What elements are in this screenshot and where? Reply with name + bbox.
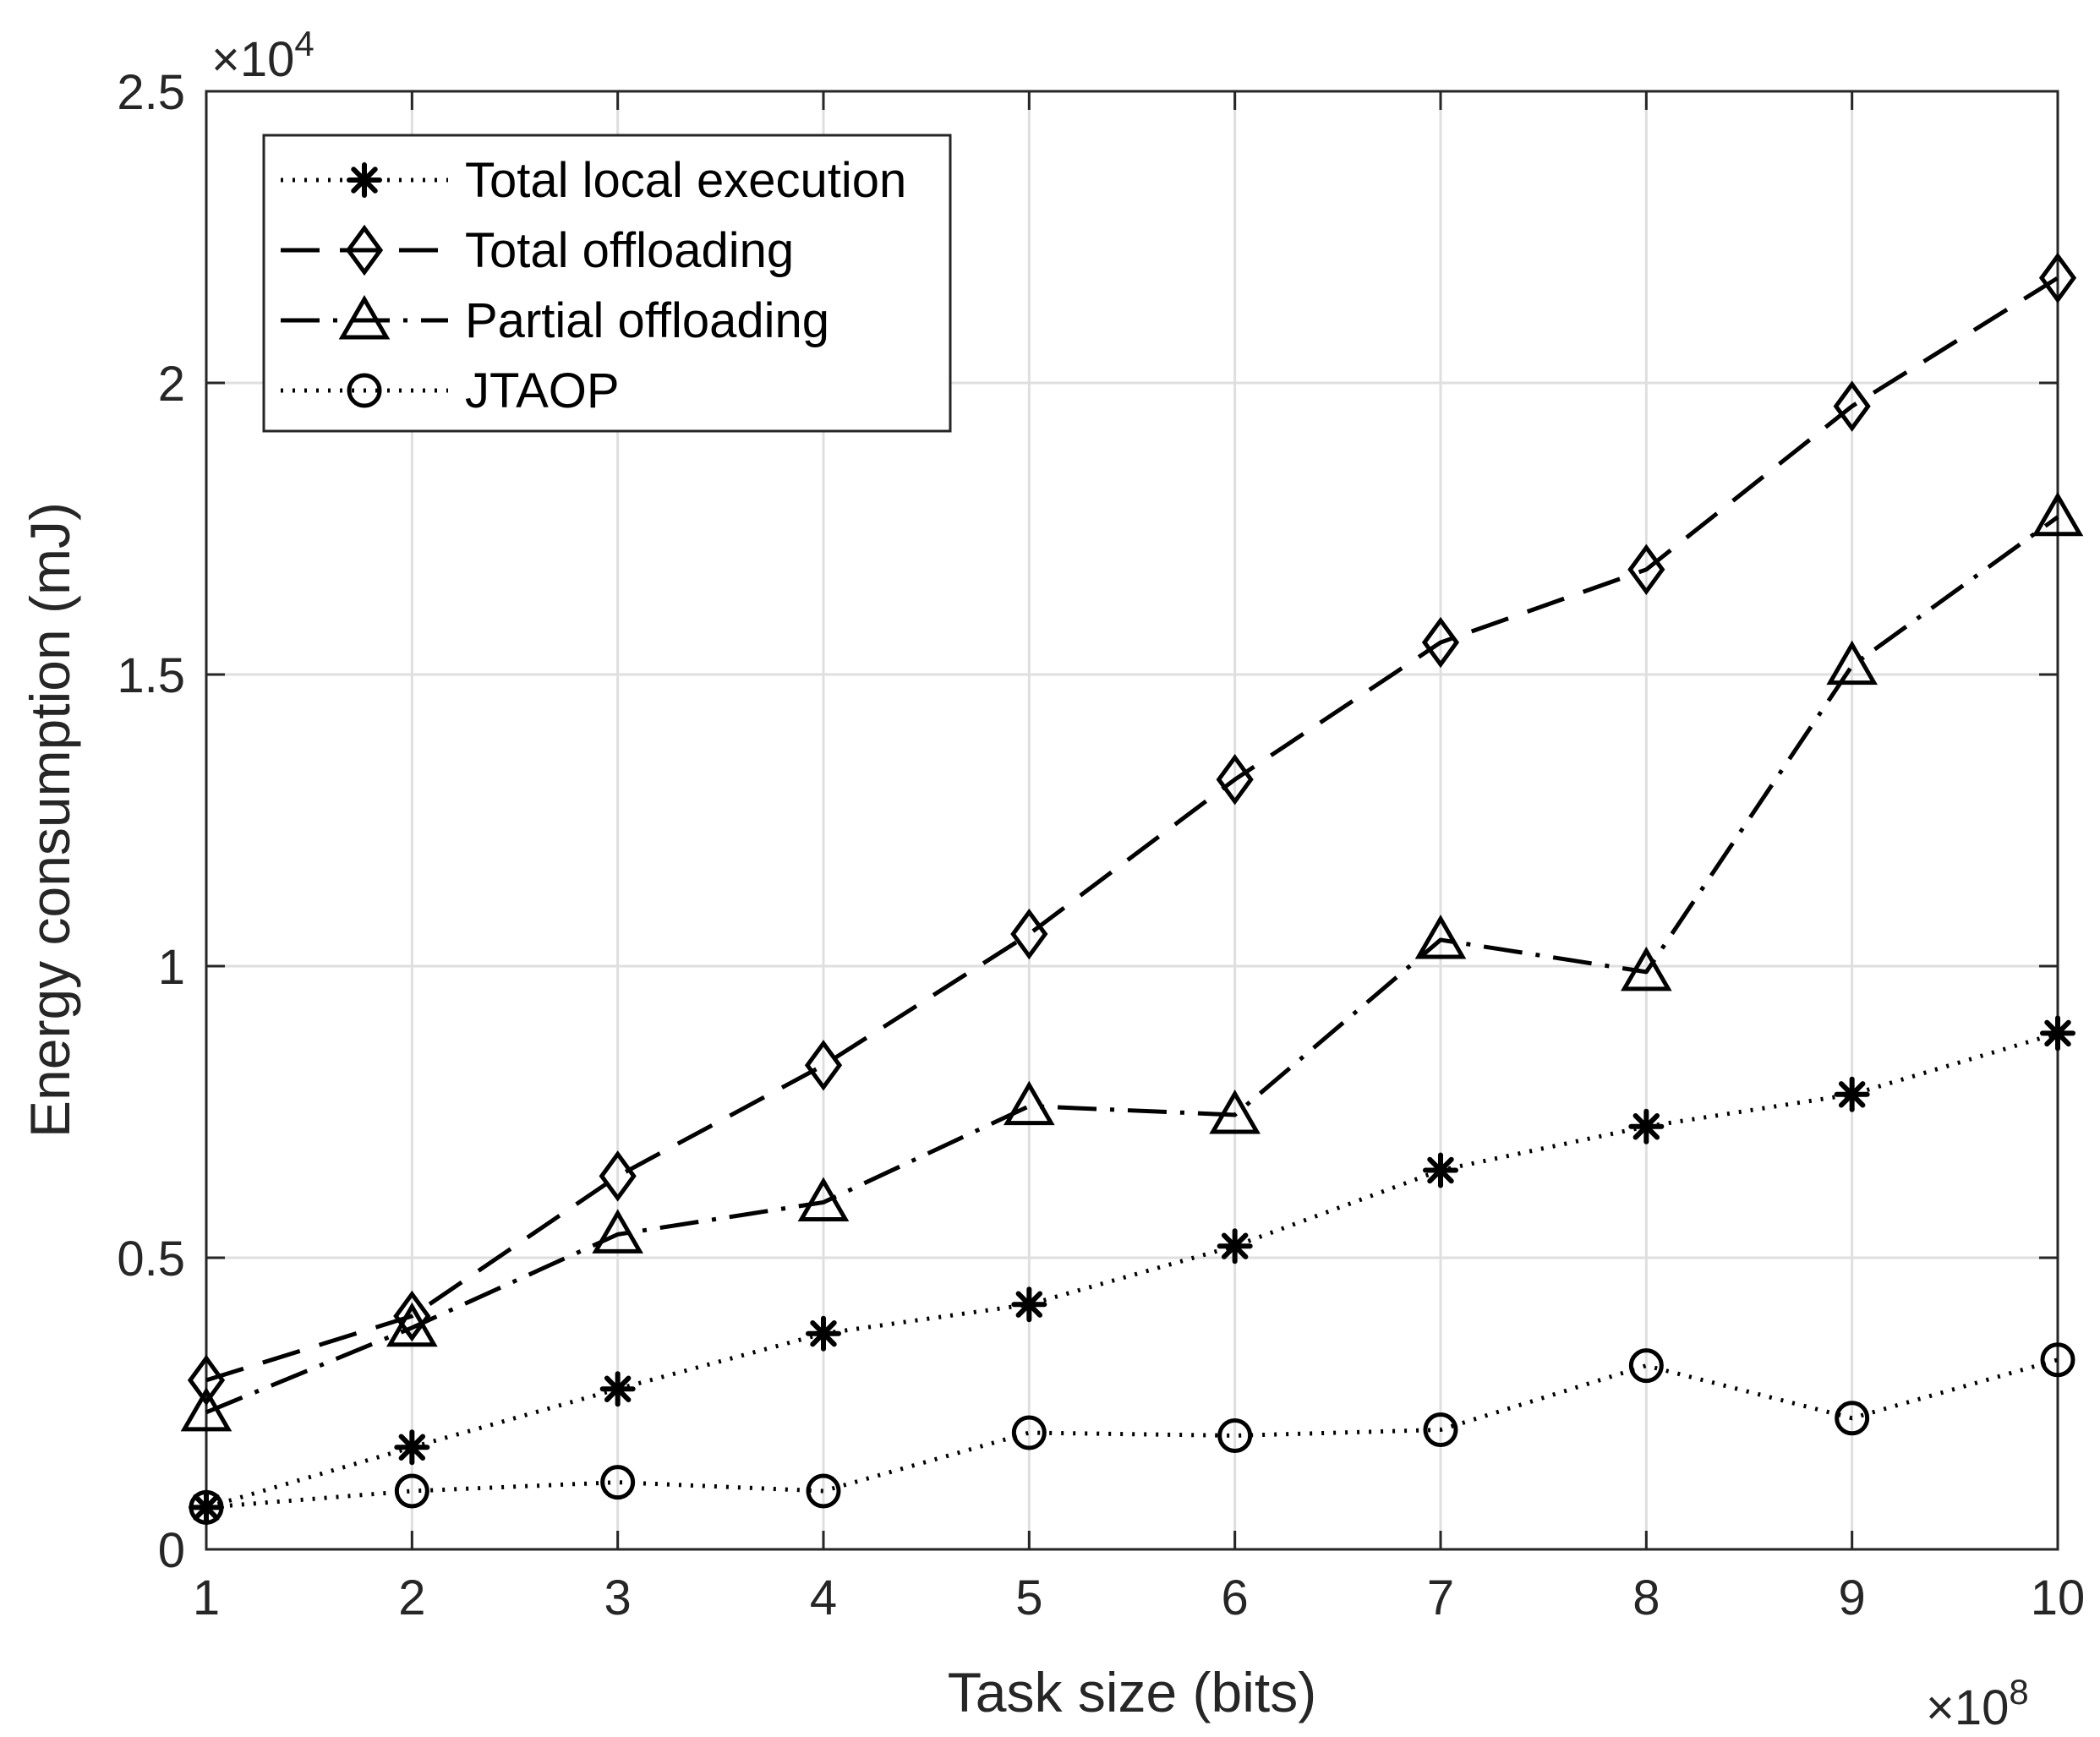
y-tick-label: 1: [158, 940, 185, 995]
x-tick-label: 8: [1632, 1570, 1660, 1625]
data-point-jtaop: [394, 1473, 429, 1509]
data-point-jtaop: [1217, 1417, 1253, 1453]
data-point-partial-offloading: [1004, 1080, 1055, 1126]
legend-label-jtaop: JTAOP: [465, 363, 620, 418]
data-point-total-local-execution: [1834, 1076, 1870, 1112]
data-point-total-local-execution: [599, 1371, 636, 1407]
data-point-total-offloading: [187, 1354, 226, 1407]
y-tick-label: 2: [158, 357, 185, 412]
data-point-total-local-execution: [1217, 1228, 1253, 1265]
data-point-partial-offloading: [1826, 640, 1878, 686]
data-point-partial-offloading: [1414, 914, 1467, 959]
x-tick-label: 5: [1015, 1570, 1042, 1625]
series-line-partial-offloading: [205, 515, 2059, 1415]
data-point-total-offloading: [804, 1040, 843, 1091]
data-point-partial-offloading: [2032, 491, 2084, 537]
data-point-total-local-execution: [1011, 1286, 1047, 1323]
x-tick-label: 7: [1427, 1570, 1454, 1625]
x-tick-label: 6: [1222, 1570, 1249, 1625]
x-tick-label: 2: [398, 1570, 425, 1625]
legend-samples: [281, 162, 448, 408]
data-point-jtaop: [1628, 1348, 1664, 1384]
data-point-total-local-execution: [2040, 1015, 2075, 1051]
y-axis-multiplier: ×104: [211, 24, 314, 87]
x-tick-label: 4: [810, 1570, 837, 1625]
data-point-jtaop: [1011, 1415, 1047, 1450]
data-point-partial-offloading: [1621, 946, 1672, 991]
data-point-total-local-execution: [806, 1315, 841, 1352]
y-tick-label: 0.5: [117, 1232, 185, 1286]
legend-label-total-local-execution: Total local execution: [465, 153, 906, 208]
data-point-total-local-execution: [1423, 1152, 1458, 1188]
series-total-offloading: [187, 252, 2077, 1407]
legend-marker-jtaop: [347, 373, 382, 408]
x-axis-label: Task size (bits): [948, 1661, 1316, 1723]
data-point-total-offloading: [393, 1290, 431, 1342]
data-point-jtaop: [806, 1473, 841, 1509]
series-line-total-local-execution: [205, 1030, 2059, 1510]
x-tick-label: 9: [1839, 1570, 1866, 1625]
legend-marker-total-offloading: [345, 224, 384, 276]
legend-label-partial-offloading: Partial offloading: [465, 293, 829, 348]
data-point-jtaop: [2040, 1342, 2075, 1378]
axes-box: [205, 90, 2059, 1551]
data-point-total-offloading: [1010, 908, 1048, 960]
data-point-partial-offloading: [180, 1386, 232, 1432]
y-tick-label: 0: [158, 1523, 185, 1578]
series-jtaop: [189, 1342, 2075, 1525]
series-total-local-execution: [189, 1015, 2075, 1526]
y-tick-label: 2.5: [117, 65, 185, 120]
data-point-partial-offloading: [797, 1177, 850, 1221]
legend: Total local execution Total offloading P…: [262, 134, 952, 433]
series-line-total-offloading: [205, 276, 2059, 1383]
data-point-jtaop: [600, 1465, 636, 1500]
data-point-jtaop: [1835, 1401, 1870, 1436]
data-point-total-local-execution: [1628, 1108, 1665, 1144]
data-point-total-offloading: [1833, 380, 1871, 432]
x-axis-multiplier: ×108: [1926, 1672, 2029, 1735]
data-point-jtaop: [189, 1489, 224, 1525]
x-tick-label: 10: [2031, 1570, 2086, 1625]
legend-marker-total-local-execution: [347, 162, 382, 198]
data-point-jtaop: [1423, 1412, 1458, 1448]
data-point-total-offloading: [599, 1150, 637, 1202]
legend-label-total-offloading: Total offloading: [465, 223, 794, 278]
x-tick-label: 1: [193, 1570, 220, 1625]
data-point-total-offloading: [1627, 543, 1665, 596]
tick-labels: 1 2 3 4 5 6 7 8 9 10 0 0.5 1 1.5 2 2.5: [117, 65, 2085, 1625]
data-point-total-offloading: [1216, 753, 1254, 806]
y-tick-label: 1.5: [117, 648, 185, 703]
series-partial-offloading: [180, 491, 2084, 1432]
legend-marker-partial-offloading: [338, 295, 391, 340]
data-point-partial-offloading: [386, 1302, 438, 1347]
data-point-partial-offloading: [592, 1209, 643, 1254]
data-point-total-offloading: [1421, 616, 1460, 669]
data-point-total-offloading: [2038, 252, 2077, 304]
y-axis-label: Energy consumption (mJ): [19, 502, 81, 1138]
data-point-partial-offloading: [1209, 1089, 1261, 1134]
data-point-total-local-execution: [394, 1429, 430, 1466]
x-tick-label: 3: [604, 1570, 632, 1625]
series-layer: [180, 252, 2084, 1526]
series-line-jtaop: [205, 1357, 2059, 1510]
